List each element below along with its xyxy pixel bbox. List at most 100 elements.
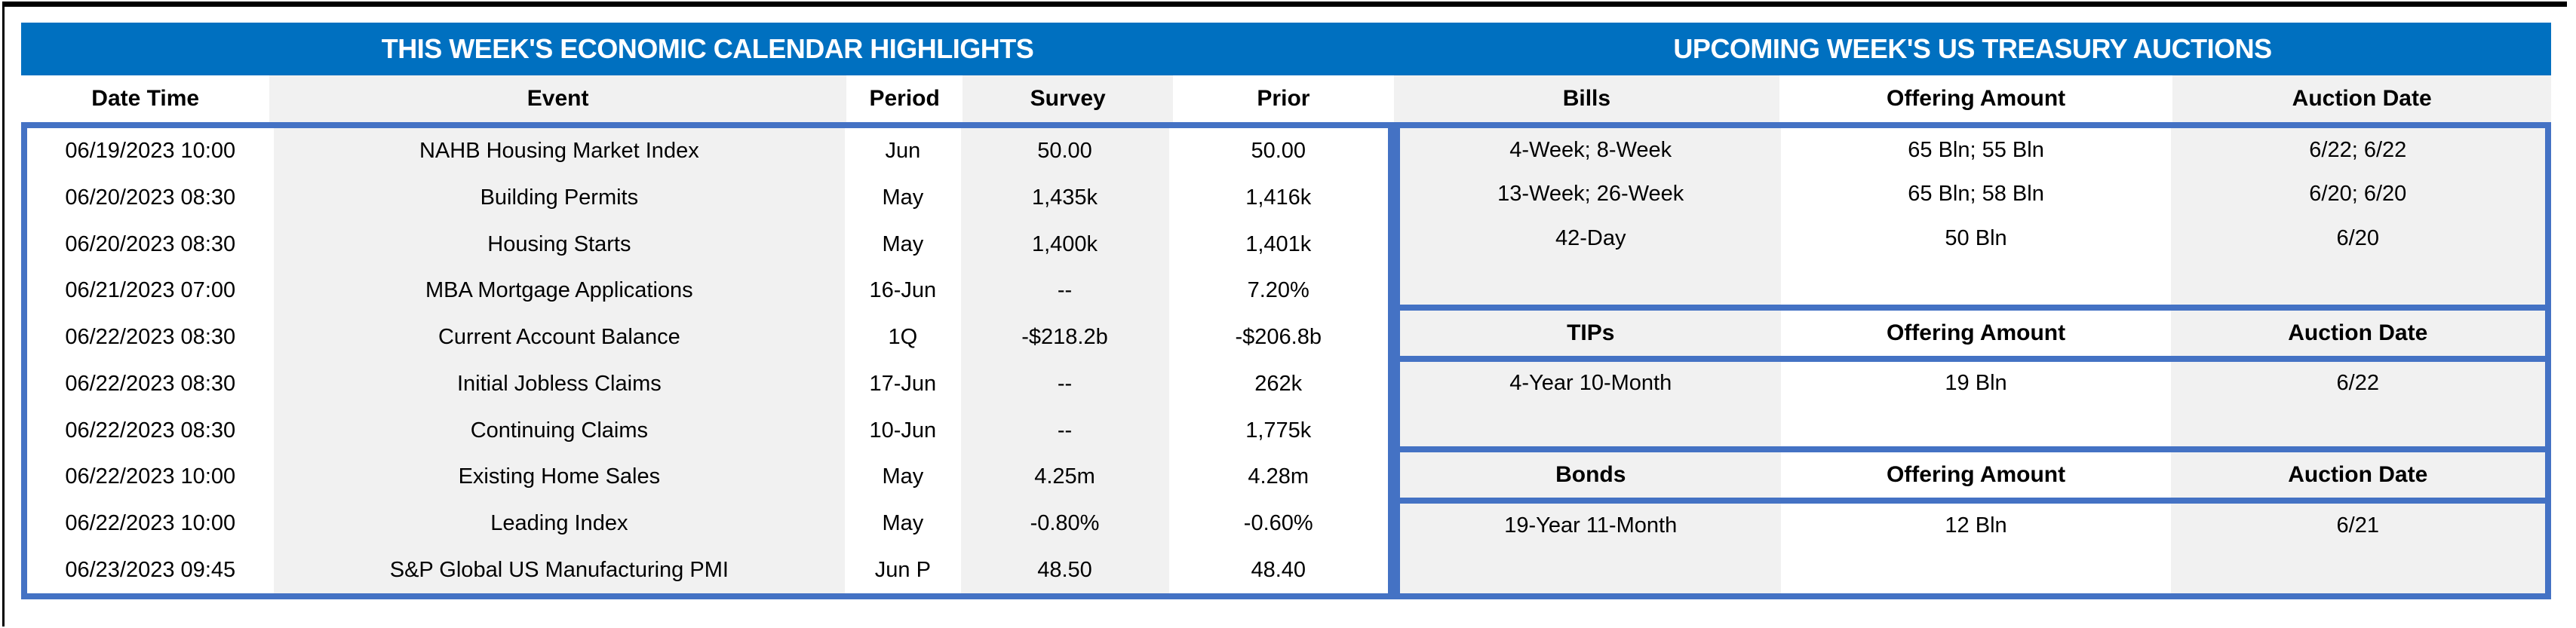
calendar-cell: 1Q: [845, 314, 961, 361]
calendar-cell: MBA Mortgage Applications: [273, 268, 846, 314]
auction-cell: [2170, 260, 2545, 305]
calendar-cell: Housing Starts: [273, 221, 846, 268]
calendar-cell: S&P Global US Manufacturing PMI: [273, 547, 846, 593]
calendar-cell: 06/23/2023 09:45: [27, 547, 274, 593]
auction-cell: [2170, 404, 2545, 446]
title-banner: THIS WEEK'S ECONOMIC CALENDAR HIGHLIGHTS…: [21, 23, 2551, 75]
auction-cell: 4-Week; 8-Week: [1400, 128, 1782, 173]
calendar-cell: 50.00: [960, 128, 1169, 175]
bills-section-header: Bills Offering Amount Auction Date: [1394, 75, 2551, 122]
tables-container: THIS WEEK'S ECONOMIC CALENDAR HIGHLIGHTS…: [21, 23, 2551, 599]
economic-calendar-header: Date Time Event Period Survey Prior: [21, 75, 1394, 122]
calendar-cell: 48.50: [960, 547, 1169, 593]
auction-cell: 42-Day: [1400, 216, 1782, 261]
calendar-cell: 06/19/2023 10:00: [27, 128, 274, 175]
auction-cell: 6/21: [2170, 504, 2545, 549]
auction-cell: [1781, 260, 2171, 305]
calendar-cell: -0.60%: [1168, 500, 1388, 547]
auction-cell: [1400, 260, 1782, 305]
window-border-left: [2, 2, 5, 626]
calendar-cell: 4.25m: [960, 453, 1169, 501]
column-header-offering-amount: Offering Amount: [1781, 452, 2171, 498]
calendar-cell: -$206.8b: [1168, 314, 1388, 361]
treasury-auctions-table: Bills Offering Amount Auction Date 4-Wee…: [1394, 75, 2551, 599]
calendar-cell: 06/22/2023 08:30: [27, 360, 274, 408]
calendar-cell: Leading Index: [273, 500, 846, 547]
auction-cell: 6/20: [2170, 216, 2545, 261]
auction-cell: 19-Year 11-Month: [1400, 504, 1782, 549]
calendar-cell: 4.28m: [1168, 453, 1388, 501]
auction-cell: [2170, 548, 2545, 593]
calendar-cell: May: [845, 453, 961, 501]
calendar-cell: 1,435k: [960, 174, 1169, 222]
column-header-survey: Survey: [963, 75, 1173, 122]
calendar-cell: 17-Jun: [845, 360, 961, 408]
column-header-prior: Prior: [1172, 75, 1394, 122]
auction-cell: [1400, 548, 1782, 593]
calendar-cell: 1,775k: [1168, 407, 1388, 454]
calendar-cell: 7.20%: [1168, 268, 1388, 314]
calendar-cell: 06/22/2023 10:00: [27, 500, 274, 547]
auction-cell: [1781, 404, 2171, 446]
calendar-cell: 06/20/2023 08:30: [27, 174, 274, 222]
auction-cell: [1400, 404, 1782, 446]
calendar-cell: 06/22/2023 08:30: [27, 314, 274, 361]
column-header-auction-date: Auction Date: [2170, 311, 2545, 356]
auction-cell: 6/22; 6/22: [2170, 128, 2545, 173]
auction-cell: 6/22: [2170, 362, 2545, 404]
calendar-cell: Continuing Claims: [273, 407, 846, 454]
calendar-cell: 06/22/2023 10:00: [27, 453, 274, 501]
calendar-cell: 16-Jun: [845, 268, 961, 314]
tips-section-header: TIPs Offering Amount Auction Date: [1394, 311, 2551, 356]
calendar-cell: May: [845, 174, 961, 222]
calendar-cell: 1,401k: [1168, 221, 1388, 268]
treasury-auctions-title: UPCOMING WEEK'S US TREASURY AUCTIONS: [1673, 33, 2272, 64]
auction-block-tips: 4-Year 10-Month 19 Bln 6/22: [1394, 356, 2551, 452]
calendar-cell: 06/20/2023 08:30: [27, 221, 274, 268]
column-header-auction-date: Auction Date: [2170, 452, 2545, 498]
auction-cell: 65 Bln; 55 Bln: [1781, 128, 2171, 173]
calendar-cell: 10-Jun: [845, 407, 961, 454]
calendar-cell: 06/22/2023 08:30: [27, 407, 274, 454]
calendar-cell: 1,416k: [1168, 174, 1388, 222]
calendar-cell: -$218.2b: [960, 314, 1169, 361]
calendar-cell: --: [960, 268, 1169, 314]
column-header-tips: TIPs: [1400, 311, 1782, 356]
column-header-bonds: Bonds: [1400, 452, 1782, 498]
calendar-cell: Building Permits: [273, 174, 846, 222]
window-border-top: [2, 2, 2567, 7]
column-header-bills: Bills: [1394, 75, 1779, 122]
auction-cell: 19 Bln: [1781, 362, 2171, 404]
calendar-cell: Existing Home Sales: [273, 453, 846, 501]
economic-calendar-body: 06/19/2023 10:00 NAHB Housing Market Inde…: [21, 122, 1394, 599]
column-header-offering-amount: Offering Amount: [1781, 311, 2171, 356]
calendar-cell: Jun: [845, 128, 961, 175]
calendar-cell: --: [960, 360, 1169, 408]
calendar-cell: May: [845, 221, 961, 268]
auction-cell: 12 Bln: [1781, 504, 2171, 549]
auction-block-bonds: 19-Year 11-Month 12 Bln 6/21: [1394, 498, 2551, 599]
column-header-offering-amount: Offering Amount: [1779, 75, 2173, 122]
calendar-cell: 48.40: [1168, 547, 1388, 593]
calendar-cell: 50.00: [1168, 128, 1388, 175]
calendar-cell: 1,400k: [960, 221, 1169, 268]
calendar-cell: Initial Jobless Claims: [273, 360, 846, 408]
auction-cell: 13-Week; 26-Week: [1400, 172, 1782, 216]
auction-cell: 6/20; 6/20: [2170, 172, 2545, 216]
calendar-cell: Current Account Balance: [273, 314, 846, 361]
economic-calendar-title: THIS WEEK'S ECONOMIC CALENDAR HIGHLIGHTS: [381, 33, 1034, 64]
calendar-cell: --: [960, 407, 1169, 454]
column-header-date-time: Date Time: [21, 75, 270, 122]
column-header-event: Event: [269, 75, 846, 122]
auction-cell: 65 Bln; 58 Bln: [1781, 172, 2171, 216]
column-header-period: Period: [846, 75, 963, 122]
calendar-cell: -0.80%: [960, 500, 1169, 547]
calendar-cell: 06/21/2023 07:00: [27, 268, 274, 314]
auction-cell: [1781, 548, 2171, 593]
calendar-cell: Jun P: [845, 547, 961, 593]
auction-block-bills: 4-Week; 8-Week 65 Bln; 55 Bln 6/22; 6/22 13…: [1394, 122, 2551, 311]
economic-calendar-table: Date Time Event Period Survey Prior 06/1…: [21, 75, 1394, 599]
auction-cell: 50 Bln: [1781, 216, 2171, 261]
calendar-cell: 262k: [1168, 360, 1388, 408]
